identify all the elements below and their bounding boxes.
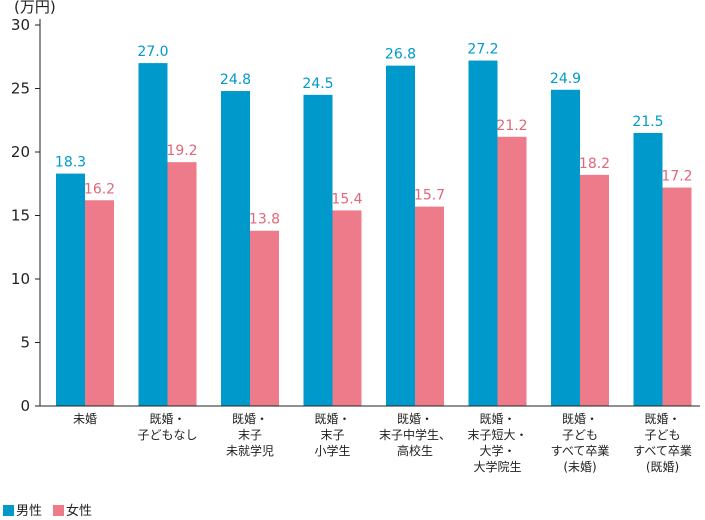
bar-female: [662, 187, 692, 406]
data-label-male: 18.3: [55, 155, 86, 171]
data-label-male: 21.5: [632, 114, 663, 130]
y-tick-label: 15: [11, 207, 30, 225]
x-category-label: 大学院生: [473, 459, 521, 474]
x-category-label: 小学生: [314, 443, 350, 458]
data-label-female: 19.2: [166, 143, 197, 159]
x-category-label: 末子中学生、: [379, 427, 451, 442]
x-category-label: すべて卒業: [633, 444, 692, 458]
data-label-male: 27.0: [137, 44, 168, 60]
data-label-male: 27.2: [467, 42, 498, 58]
bar-male: [56, 173, 85, 406]
y-tick-label: 5: [20, 334, 30, 352]
x-category-label: 子ども: [644, 428, 680, 442]
data-label-female: 15.4: [331, 191, 362, 207]
x-category-label: (未婚): [563, 460, 596, 474]
x-category-label: 末子: [320, 428, 344, 442]
x-category-label: 既婚・: [314, 412, 350, 426]
bar-male: [386, 65, 415, 406]
y-tick-label: 30: [11, 16, 30, 34]
x-category-label: 子どもなし: [137, 428, 197, 442]
x-category-label: 大学・: [479, 443, 515, 458]
data-label-male: 26.8: [385, 47, 416, 63]
bar-female: [580, 174, 609, 406]
x-category-label: 未就学児: [226, 443, 274, 458]
bar-female: [85, 200, 114, 406]
legend-swatch-female: [53, 505, 64, 516]
x-category-label: 既婚・: [562, 412, 598, 426]
bar-male: [221, 91, 250, 406]
y-tick-label: 20: [11, 143, 30, 161]
x-category-label: 既婚・: [479, 412, 515, 426]
x-category-label: 末子: [238, 428, 262, 442]
y-tick-label: 0: [20, 397, 30, 415]
data-label-female: 18.2: [579, 156, 610, 172]
data-label-female: 21.2: [496, 118, 527, 134]
bar-male: [551, 89, 580, 407]
data-label-male: 24.5: [302, 76, 333, 92]
data-label-female: 13.8: [249, 212, 280, 228]
legend-swatch-male: [3, 505, 14, 516]
bar-male: [303, 94, 333, 406]
x-category-label: 既婚・: [644, 412, 680, 426]
legend-label-female: 女性: [66, 503, 92, 519]
data-label-male: 24.9: [550, 71, 581, 87]
x-axis: 未婚 既婚・子どもなし既婚・末子未就学児既婚・末子小学生既婚・末子中学生、高校生既…: [40, 405, 700, 474]
bar-female: [415, 206, 444, 406]
bar-female: [497, 136, 527, 406]
data-label-female: 15.7: [414, 188, 445, 204]
y-axis: 0 5 10 15 20 25 30: [11, 16, 41, 415]
bar-male: [468, 60, 498, 407]
data-label-female: 17.2: [661, 169, 692, 185]
x-category-label: 既婚・: [149, 412, 185, 426]
x-category-label: 未婚: [73, 412, 97, 426]
x-category-label: 末子短大・: [467, 428, 527, 442]
bar-male: [633, 132, 663, 406]
data-label-male: 24.8: [220, 72, 251, 88]
bars: 18.3 16.2 27.0 19.2 24.8 13.8 24.5 15.4 26.8 15.7…: [55, 42, 693, 407]
bar-female: [332, 210, 362, 406]
y-unit-label: (万円): [14, 0, 56, 16]
x-category-label: (既婚): [646, 460, 679, 474]
bar-female: [167, 162, 197, 406]
x-category-label: 子ども: [562, 428, 598, 442]
legend: 男性 女性: [3, 503, 92, 519]
x-category-label: 既婚・: [397, 412, 433, 426]
legend-label-male: 男性: [16, 504, 42, 519]
bar-male: [138, 63, 168, 406]
y-tick-label: 25: [11, 80, 30, 98]
x-category-label: 高校生: [397, 443, 433, 458]
bar-female: [250, 230, 279, 406]
data-label-female: 16.2: [84, 181, 115, 197]
y-tick-label: 10: [11, 270, 30, 288]
x-category-label: すべて卒業: [551, 444, 610, 458]
x-category-label: 既婚・: [232, 412, 268, 426]
